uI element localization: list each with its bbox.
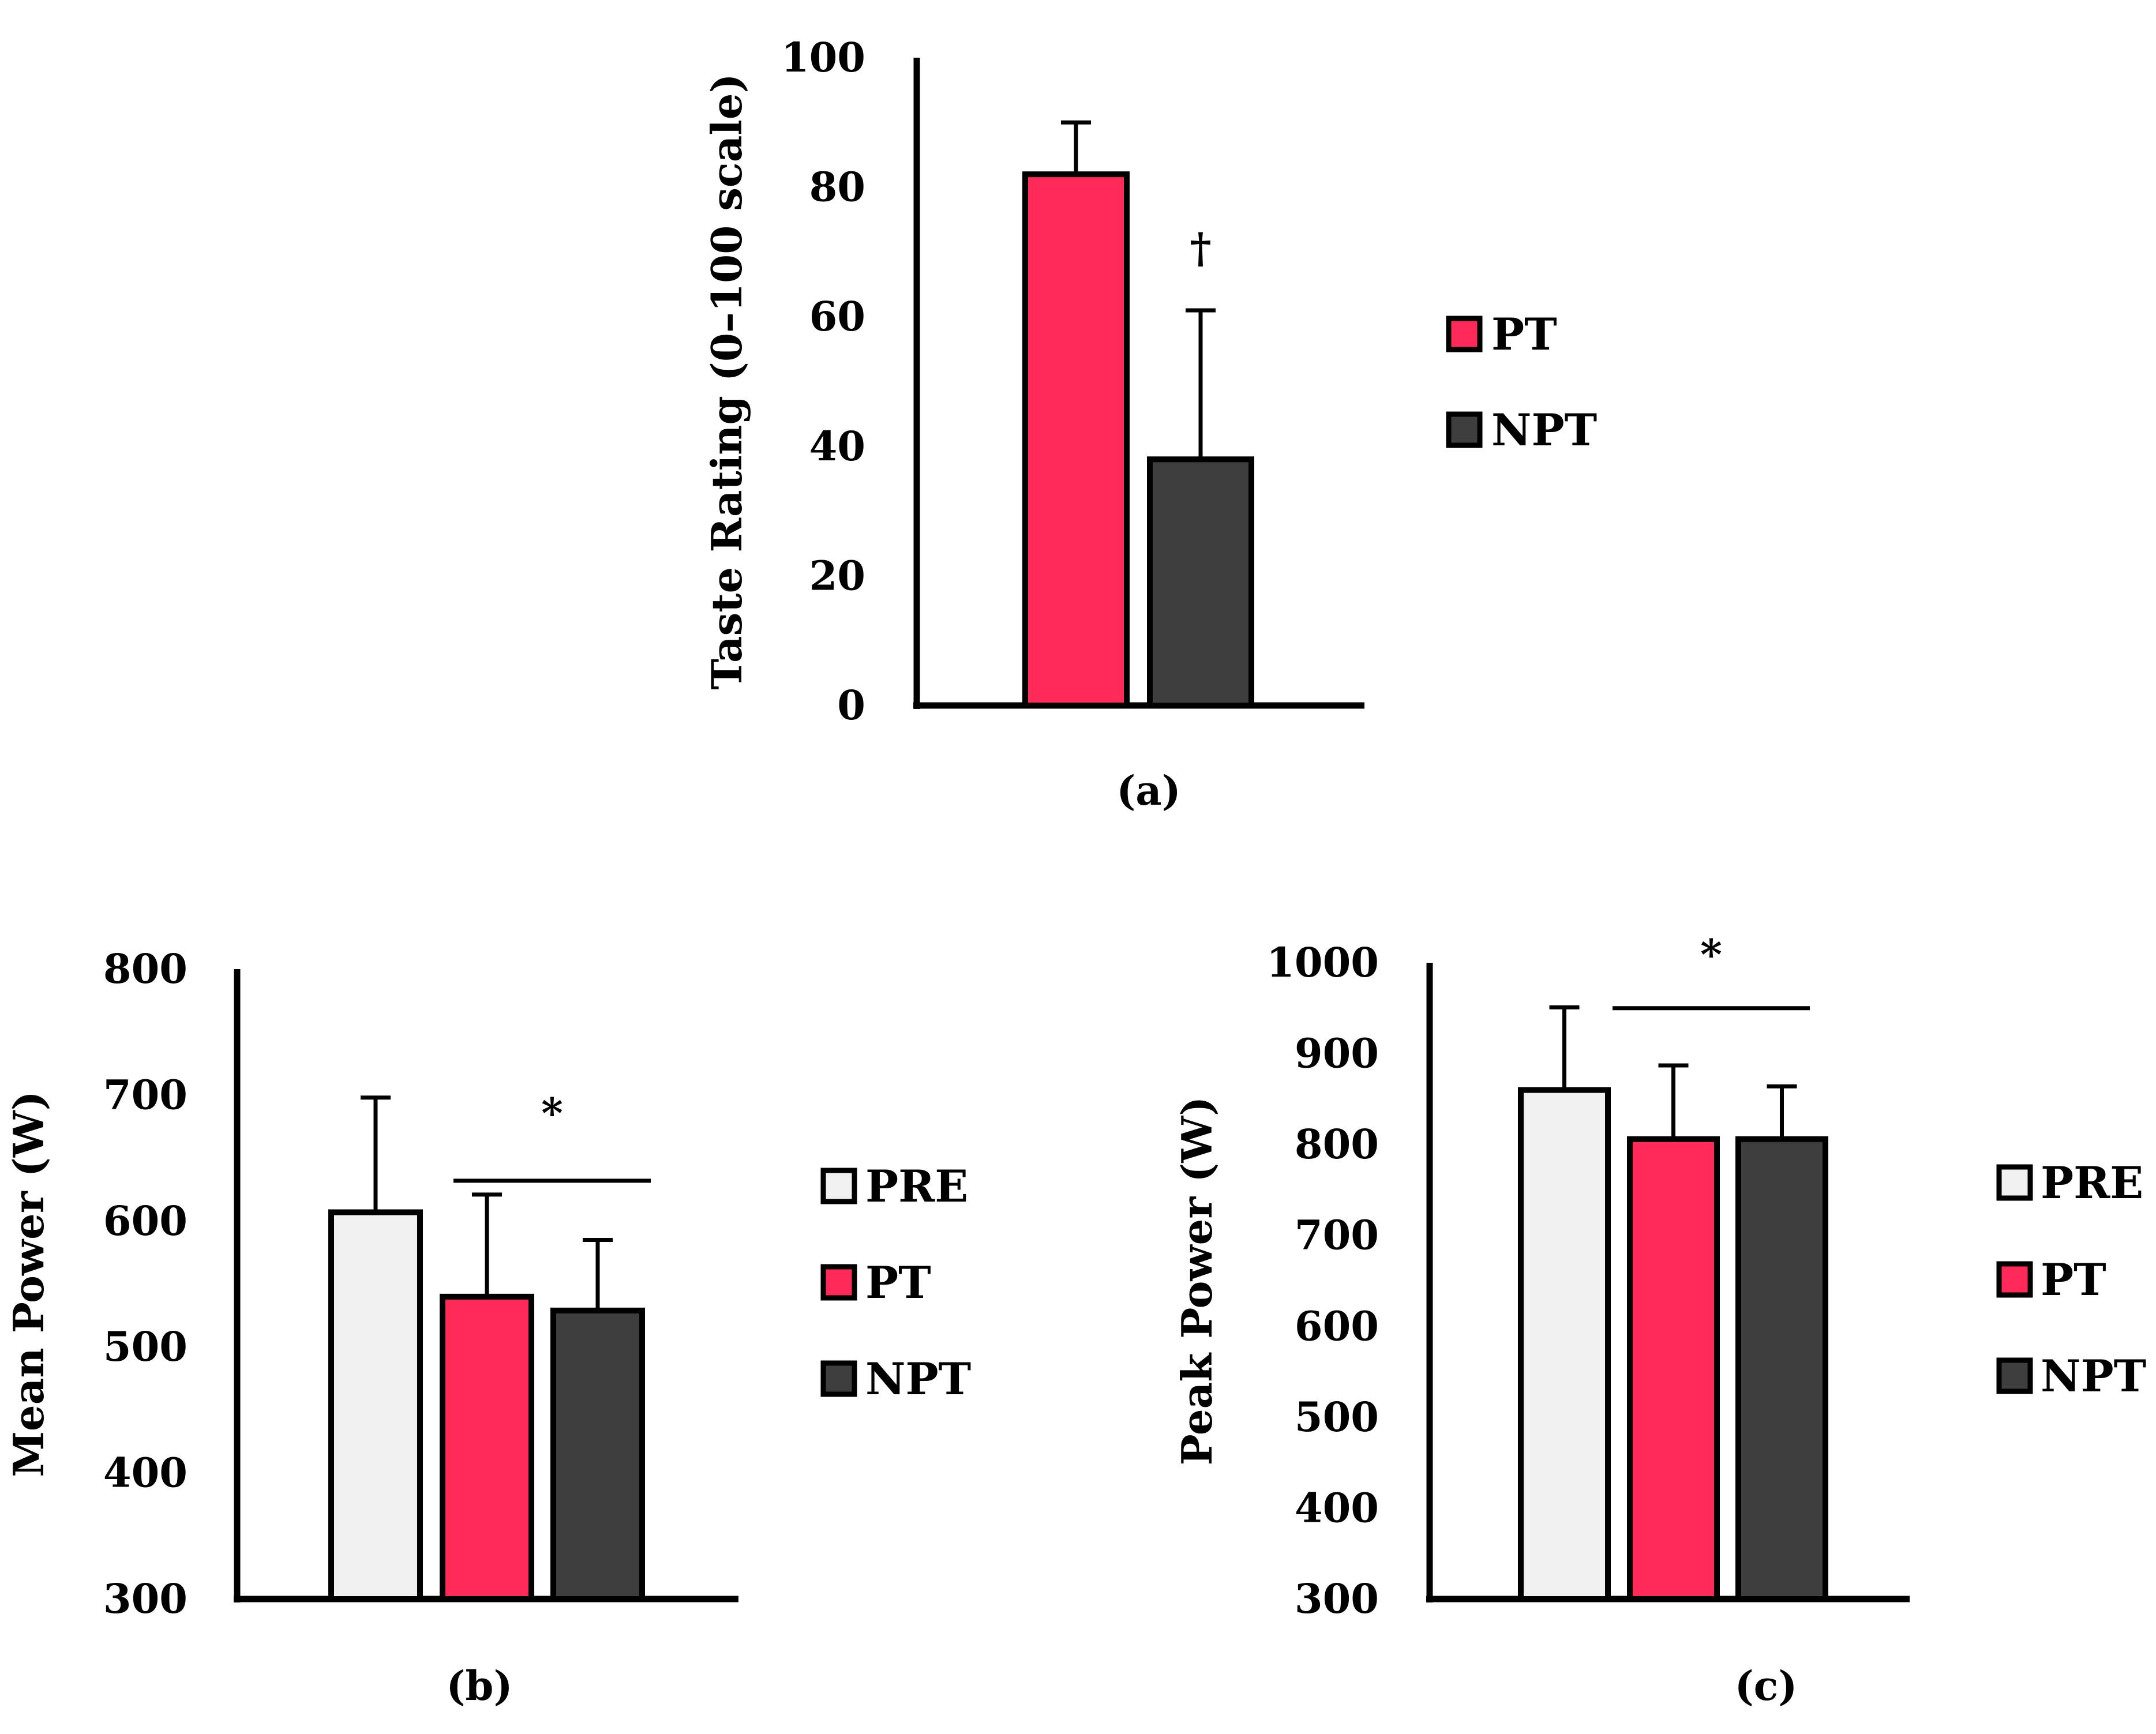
y-tick-label-800: 800 [1295, 1120, 1379, 1168]
legend-label-npt: NPT [2041, 1350, 2146, 1402]
y-tick-label-900: 900 [1295, 1030, 1379, 1078]
panel-label: (c) [1735, 1662, 1798, 1710]
chart-panel-c: 300 400 500 600 700 800 900 1000 Peak Power (W) *… [1172, 930, 2146, 1710]
y-tick-label-80: 80 [809, 163, 865, 211]
y-tick-label-300: 300 [1295, 1575, 1379, 1623]
y-tick-label-600: 600 [1295, 1302, 1379, 1350]
y-tick-label-100: 100 [781, 33, 865, 81]
legend-swatch-pt [1446, 316, 1483, 352]
y-tick-label-500: 500 [1295, 1393, 1379, 1441]
legend: PT NPT [1446, 309, 1597, 456]
legend: PRE PT NPT [820, 1161, 971, 1405]
bar-pt [440, 1293, 534, 1602]
legend-swatch-pre [820, 1168, 857, 1204]
bar-pre [1518, 1087, 1611, 1602]
y-tick-label-40: 40 [809, 422, 865, 470]
bar-npt [1735, 1136, 1828, 1602]
legend-swatch-npt [1446, 411, 1483, 448]
panel-label: (b) [446, 1662, 512, 1710]
y-tick-label-20: 20 [809, 551, 865, 599]
y-tick-label-700: 700 [1295, 1211, 1379, 1259]
legend-label-npt: NPT [1491, 404, 1597, 456]
significance-asterisk: * [1700, 930, 1722, 979]
y-axis-title: Taste Rating (0–100 scale) [702, 73, 751, 689]
legend-swatch-pre [1996, 1164, 2033, 1201]
y-tick-label-800: 800 [103, 945, 188, 993]
legend-label-npt: NPT [865, 1353, 971, 1405]
y-tick-label-700: 700 [103, 1071, 188, 1119]
legend-swatch-pt [1996, 1261, 2033, 1298]
bar-pre [328, 1209, 423, 1602]
y-tick-label-400: 400 [103, 1449, 188, 1497]
legend-label-pt: PT [865, 1257, 931, 1308]
bar-npt [1147, 456, 1254, 708]
y-axis-title: Mean Power (W) [4, 1091, 53, 1477]
y-tick-label-600: 600 [103, 1197, 188, 1245]
legend-label-pt: PT [2041, 1254, 2106, 1305]
bar-pt [1022, 171, 1130, 708]
chart-panel-a: 0 20 40 60 80 100 Taste Rating (0–100 scale) † (… [702, 33, 1597, 815]
y-tick-label-60: 60 [809, 292, 865, 340]
y-tick-label-0: 0 [837, 681, 865, 729]
legend-swatch-npt [820, 1360, 857, 1397]
y-tick-label-1000: 1000 [1266, 939, 1379, 986]
legend-label-pre: PRE [2041, 1157, 2143, 1208]
legend-label-pt: PT [1491, 309, 1557, 360]
significance-asterisk: * [541, 1089, 563, 1138]
bar-npt [550, 1307, 645, 1602]
legend-swatch-npt [1996, 1357, 2033, 1394]
legend: PRE PT NPT [1996, 1157, 2146, 1402]
legend-label-pre: PRE [865, 1161, 968, 1212]
bar-pt [1627, 1136, 1720, 1602]
y-tick-label-400: 400 [1295, 1484, 1379, 1532]
y-tick-label-300: 300 [103, 1575, 188, 1623]
significance-dagger: † [1190, 223, 1212, 272]
y-axis-title: Peak Power (W) [1172, 1097, 1221, 1466]
legend-swatch-pt [820, 1264, 857, 1301]
panel-label: (a) [1116, 767, 1181, 815]
y-tick-label-500: 500 [103, 1323, 188, 1371]
